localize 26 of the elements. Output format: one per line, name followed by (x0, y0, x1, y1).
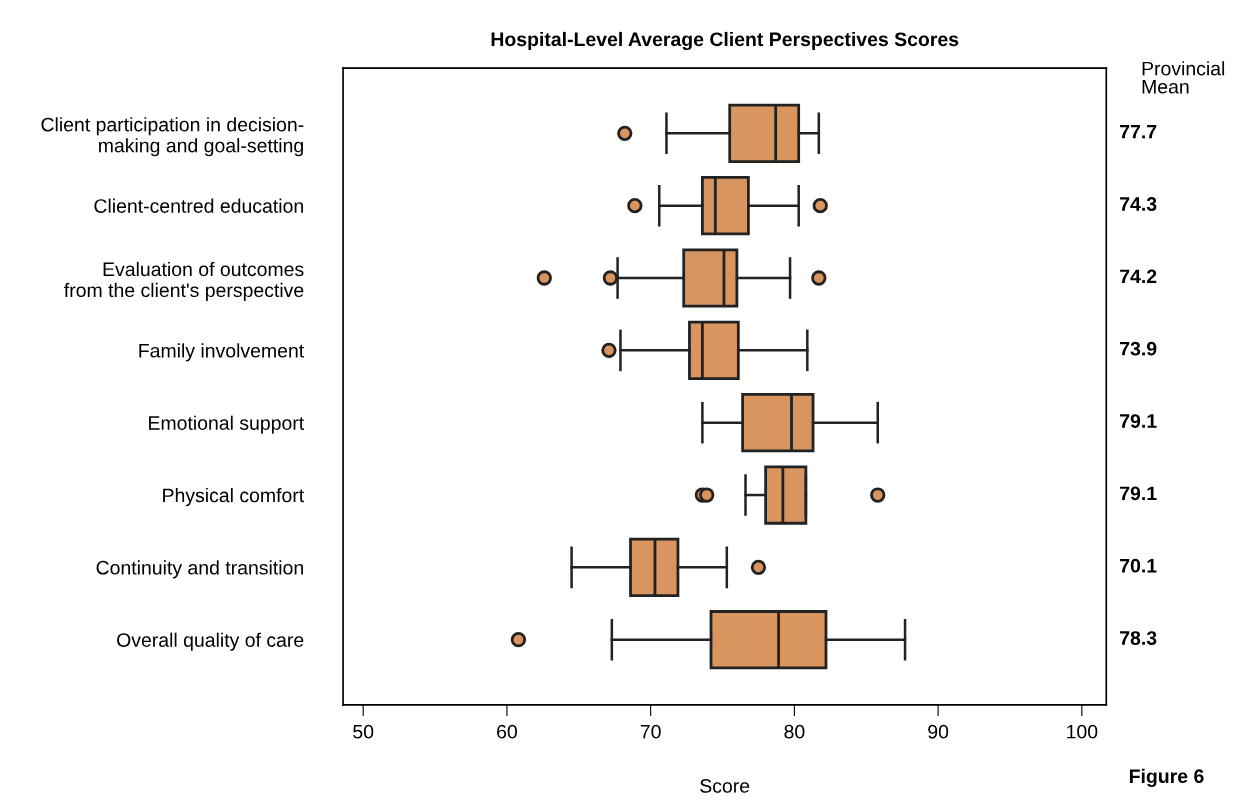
text: 79.1 (1120, 414, 1157, 428)
text: 78.3 (1120, 631, 1157, 645)
text: 77.7 (1120, 124, 1157, 139)
y-tick-label: Physical comfort (163, 487, 305, 507)
x-tick-label: 70 (640, 724, 661, 739)
x-tick-label: 60 (497, 724, 517, 739)
y-tick-label: Client-centred education (94, 198, 303, 213)
x-tick-label: 100 (1067, 724, 1098, 739)
y-tick-label: Evaluation of outcomes from the client's perspective (64, 261, 304, 301)
text: 70.1 (1120, 558, 1157, 573)
x-tick-label: 90 (928, 724, 949, 739)
y-tick-label: Continuity and transition (96, 560, 303, 579)
x-tick-label: 50 (353, 724, 374, 739)
text: 74.2 (1120, 269, 1157, 284)
y-tick-label: Overall quality of care (117, 632, 304, 651)
text: 73.9 (1120, 341, 1157, 356)
y-tick-label: Emotional support (149, 415, 305, 434)
y-tick-label: Client participation in decision- making and goal-setting (41, 117, 304, 157)
y-tick-label: Family involvement (139, 343, 305, 362)
x-axis-title: Score (700, 779, 750, 793)
text: 79.1 (1120, 486, 1157, 501)
caption: Figure 6 (1129, 768, 1204, 787)
x-tick-label: 80 (784, 724, 805, 739)
text: Provincial Mean (1142, 61, 1225, 94)
text: 74.3 (1120, 197, 1157, 211)
chart-title: Hospital-Level Average Client Perspectives Scores (491, 31, 959, 51)
